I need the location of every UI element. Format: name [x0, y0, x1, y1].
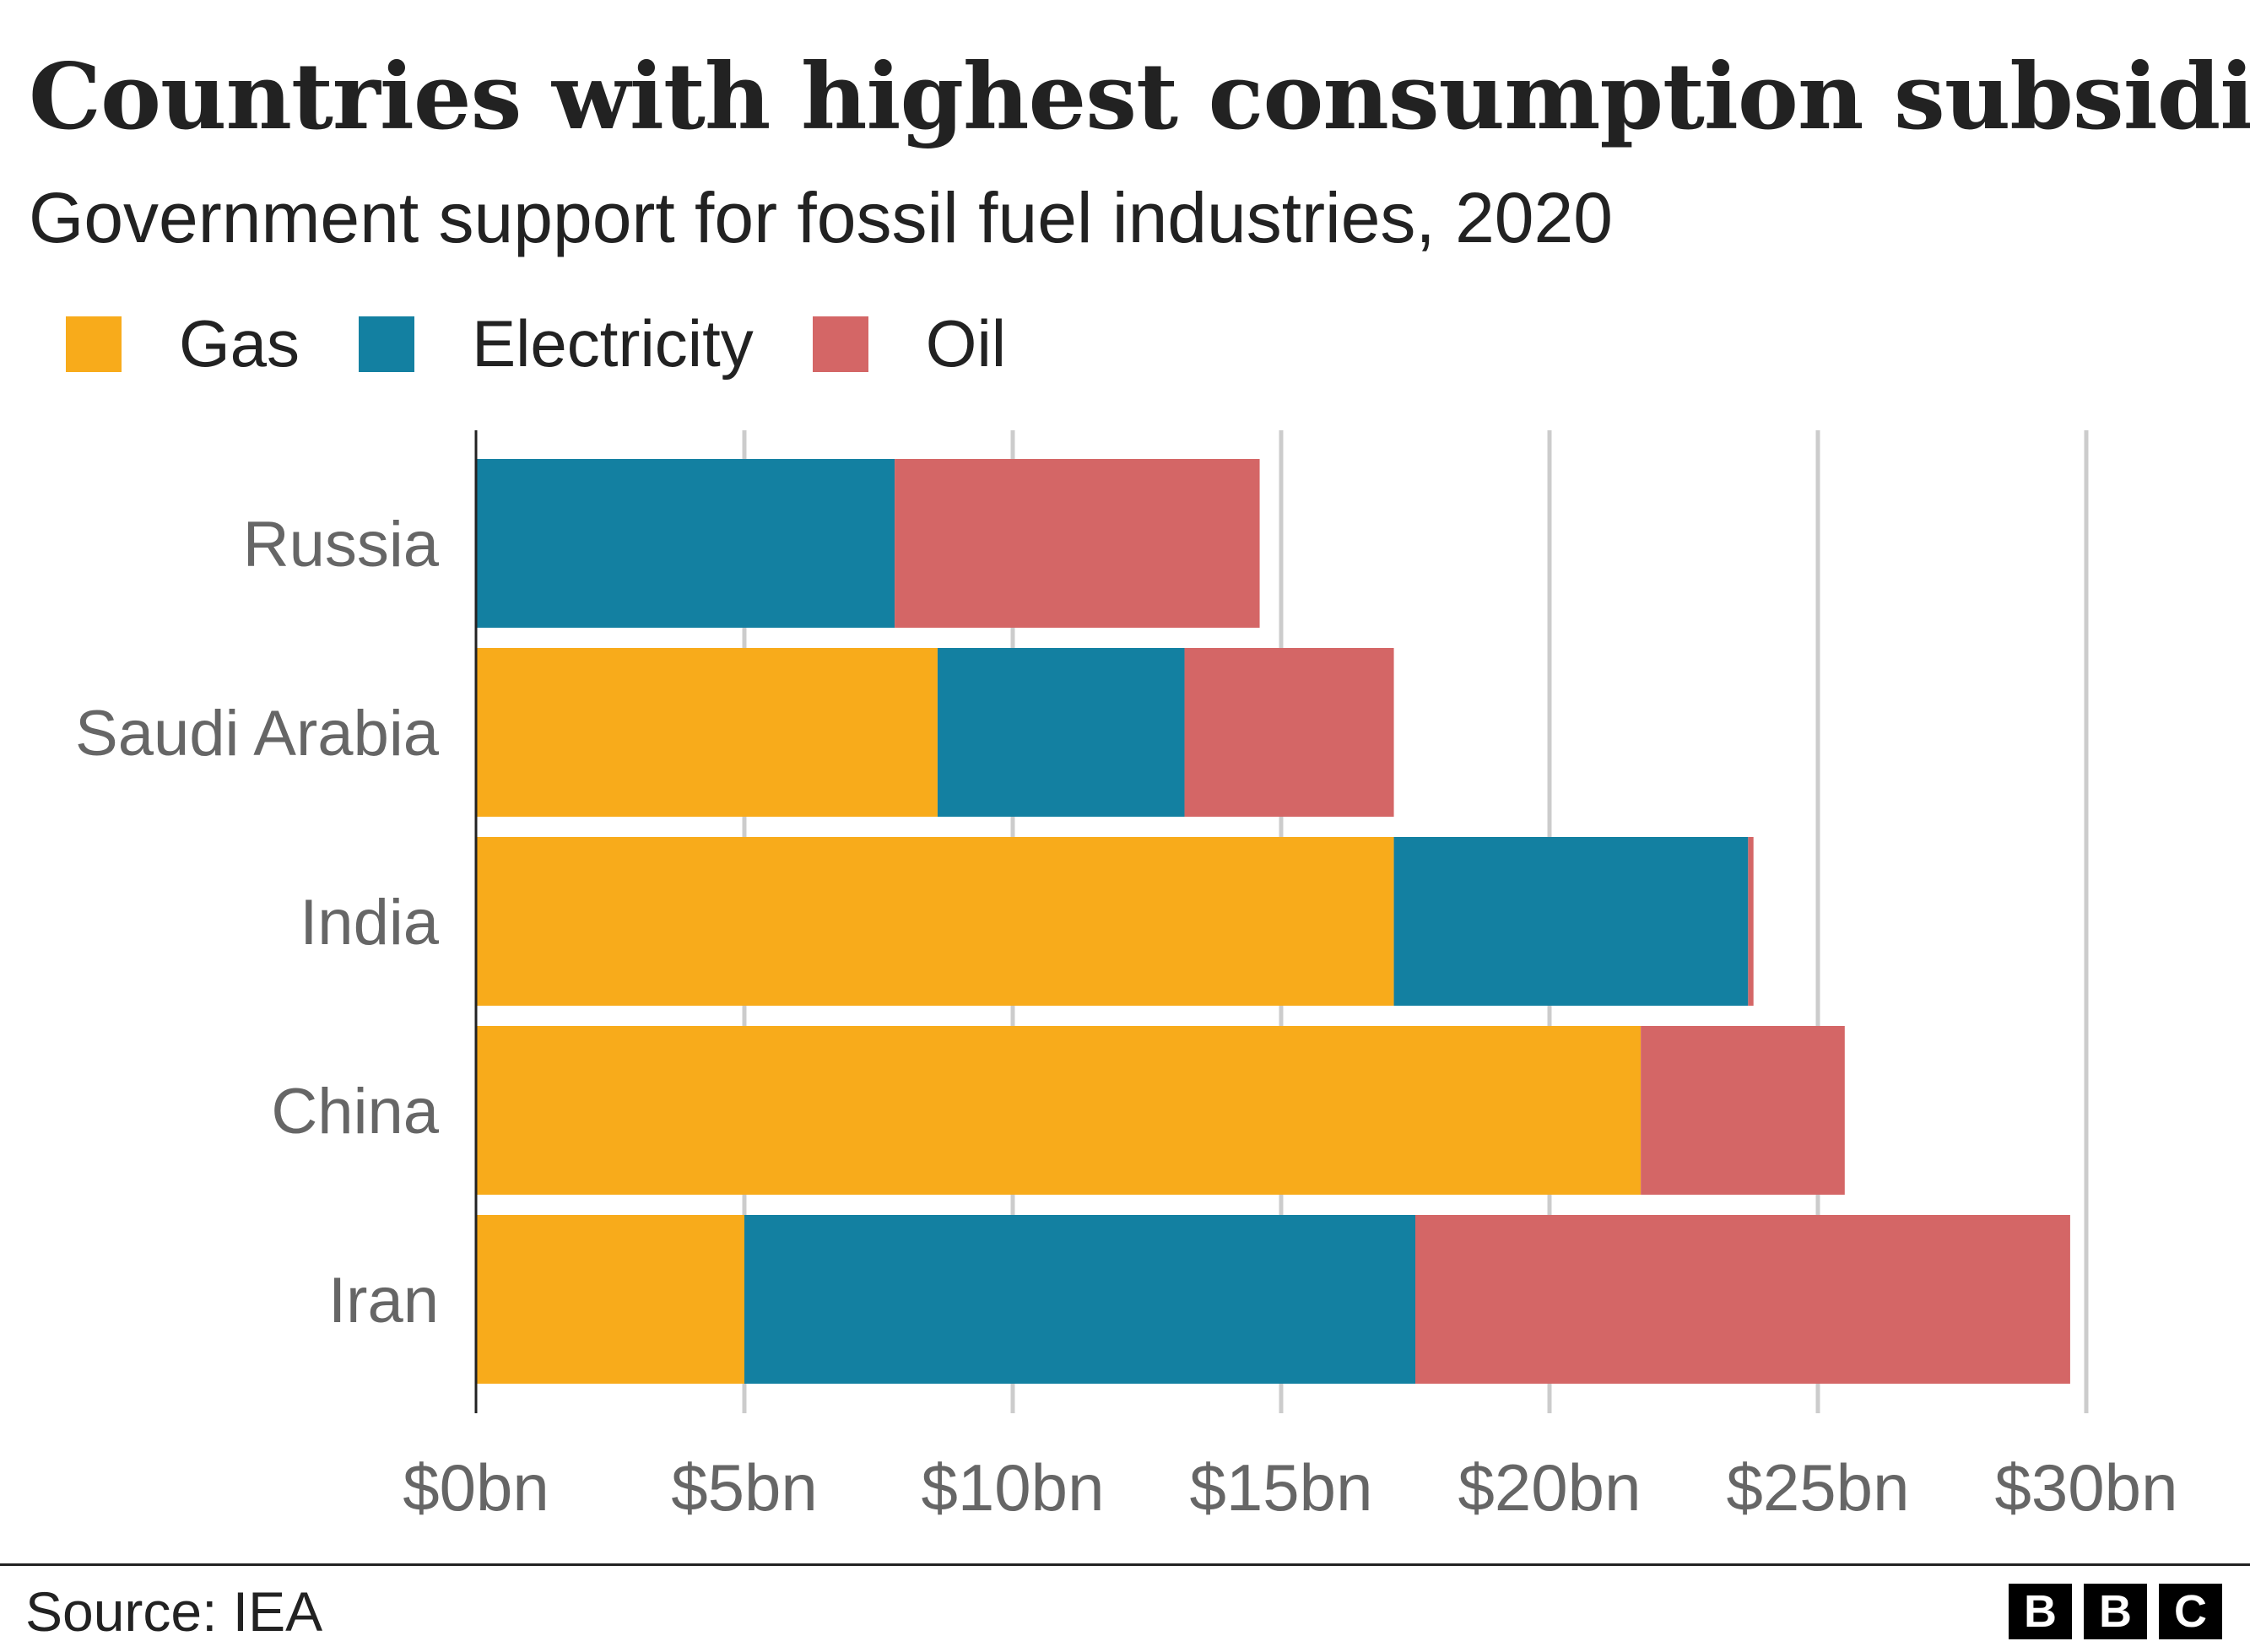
bar-chart: $0bn $5bn $10bn $15bn $20bn $25bn $30bn Russia S… — [75, 430, 2178, 1525]
bbc-logo: B B C — [2009, 1584, 2222, 1639]
chart-title: Countries with highest consumption subsi… — [29, 44, 2250, 150]
footer-divider — [0, 1563, 2250, 1566]
bar-segment-gas — [476, 648, 938, 817]
legend-swatch-gas — [66, 316, 122, 372]
bar-segment-oil — [1748, 837, 1754, 1006]
legend-item-oil: Oil — [812, 305, 1007, 382]
bar-segment-oil — [1641, 1026, 1845, 1195]
x-tick-label: $15bn — [1190, 1450, 1373, 1525]
legend-item-gas: Gas — [66, 305, 300, 382]
bar-segment-gas — [476, 837, 1394, 1006]
legend-label: Oil — [925, 306, 1007, 381]
x-tick-label: $30bn — [1995, 1450, 2178, 1525]
y-category-label: India — [300, 887, 440, 958]
logo-letter: B — [2009, 1584, 2072, 1639]
legend-swatch-oil — [812, 316, 868, 372]
y-category-label: Russia — [243, 509, 440, 580]
x-tick-label: $5bn — [671, 1450, 818, 1525]
x-tick-label: $25bn — [1727, 1450, 1910, 1525]
x-tick-label: $20bn — [1458, 1450, 1642, 1525]
chart-subtitle: Government support for fossil fuel indus… — [29, 178, 1613, 257]
bar-segment-gas — [476, 1026, 1642, 1195]
logo-letter: B — [2084, 1584, 2147, 1639]
legend-label: Gas — [179, 306, 300, 381]
legend-item-electricity: Electricity — [359, 305, 754, 382]
bar-segment-electricity — [1393, 837, 1749, 1006]
legend-swatch-electricity — [359, 316, 415, 372]
x-tick-label: $0bn — [403, 1450, 549, 1525]
bar-segment-oil — [1184, 648, 1394, 817]
bar-segment-electricity — [476, 459, 895, 628]
bar-segment-electricity — [937, 648, 1185, 817]
x-tick-label: $10bn — [922, 1450, 1105, 1525]
y-category-label: Saudi Arabia — [75, 698, 440, 769]
source-note: Source: IEA — [25, 1580, 323, 1643]
legend-label: Electricity — [472, 306, 754, 381]
bar-segment-electricity — [744, 1215, 1415, 1384]
y-category-label: Iran — [328, 1265, 439, 1336]
bar-segment-gas — [476, 1215, 744, 1384]
logo-letter: C — [2159, 1584, 2222, 1639]
y-category-label: China — [271, 1076, 439, 1147]
bar-segment-oil — [895, 459, 1260, 628]
bar-segment-oil — [1415, 1215, 2070, 1384]
legend: Gas Electricity Oil — [66, 305, 1065, 382]
